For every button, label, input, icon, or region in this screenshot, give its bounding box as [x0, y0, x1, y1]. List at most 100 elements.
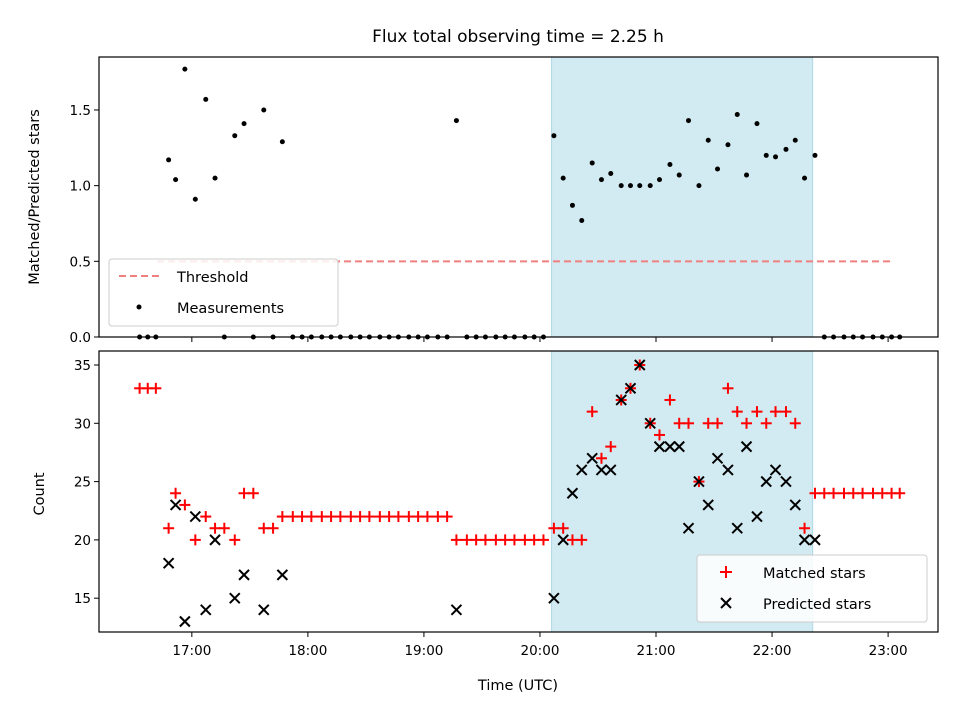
- bottom-x-tick-label: 23:00: [869, 643, 908, 659]
- predicted-star-point: [634, 359, 646, 371]
- matched-star-point: [799, 522, 811, 534]
- matched-star-point: [209, 522, 221, 534]
- predicted-star-point: [780, 475, 792, 488]
- measurement-point: [551, 133, 557, 139]
- matched-star-point: [828, 487, 840, 499]
- predicted-star-point: [258, 604, 270, 616]
- measurement-point: [802, 175, 808, 181]
- matched-star-point: [867, 487, 879, 499]
- predicted-star-point: [693, 475, 705, 488]
- matched-star-point: [363, 511, 375, 523]
- top-y-tick-label: 0.0: [70, 330, 91, 346]
- matched-star-point: [305, 511, 317, 523]
- matched-star-point: [441, 511, 453, 523]
- matched-star-point: [296, 511, 308, 523]
- measurement-point: [569, 202, 575, 208]
- matched-star-point: [683, 417, 695, 429]
- measurement-point: [192, 196, 198, 202]
- matched-star-point: [741, 417, 753, 429]
- matched-star-point: [576, 534, 588, 546]
- matched-star-point: [519, 534, 531, 546]
- predicted-star-point: [653, 440, 666, 453]
- predicted-star-point: [789, 499, 801, 511]
- measurement-point: [279, 139, 285, 145]
- predicted-star-point: [740, 440, 753, 453]
- measurement-point: [453, 118, 459, 124]
- predicted-star-point: [711, 452, 724, 464]
- matched-star-point: [876, 487, 888, 499]
- predicted-star-point: [664, 440, 676, 453]
- measurement-point: [579, 217, 585, 223]
- matched-star-point: [200, 511, 212, 523]
- measurement-point: [589, 160, 595, 166]
- matched-star-point: [789, 417, 801, 429]
- matched-star-point: [586, 406, 598, 418]
- matched-star-point: [566, 534, 578, 546]
- matched-star-point: [770, 406, 782, 418]
- measurement-point: [763, 152, 769, 158]
- matched-star-point: [150, 382, 162, 394]
- predicted-star-point: [586, 452, 598, 464]
- matched-star-point: [731, 406, 743, 418]
- top-y-axis-label: Matched/Predicted stars: [27, 109, 43, 285]
- measurement-point: [686, 118, 692, 124]
- bottom-x-tick-label: 18:00: [288, 643, 327, 659]
- matched-star-point: [258, 522, 270, 534]
- predicted-star-point: [751, 510, 763, 523]
- top-y-tick-label: 1.0: [70, 179, 91, 195]
- matched-star-point: [238, 487, 250, 499]
- matched-star-point: [809, 487, 821, 499]
- predicted-star-point: [200, 604, 212, 616]
- predicted-star-point: [702, 499, 714, 511]
- measurement-point: [608, 171, 614, 177]
- matched-star-point: [412, 511, 424, 523]
- matched-star-point: [605, 441, 617, 453]
- measurement-point: [754, 121, 760, 127]
- predicted-star-point: [229, 592, 241, 604]
- measurement-point: [656, 177, 662, 183]
- predicted-star-point: [557, 534, 569, 546]
- measurement-point: [696, 183, 702, 189]
- legend-measurements-label: Measurements: [177, 301, 284, 317]
- measurement-point: [241, 121, 247, 127]
- predicted-star-point: [450, 604, 463, 616]
- top-panel: 0.0 0.5 1.0 1.5 Flux total observing time =…: [27, 27, 939, 346]
- predicted-star-point: [238, 569, 250, 581]
- top-legend: Threshold Measurements: [108, 258, 339, 327]
- predicted-star-point: [162, 557, 175, 569]
- matched-star-point: [653, 429, 665, 441]
- bottom-x-tick-label: 22:00: [753, 643, 792, 659]
- measurement-point: [598, 177, 604, 183]
- measurement-point: [725, 142, 731, 148]
- matched-star-point: [374, 511, 386, 523]
- matched-star-point: [760, 417, 772, 429]
- measurement-point: [812, 152, 818, 158]
- bottom-panel: 15 20 25 30 35 17:00 18:00 19:00 20:00 21:00 22:0…: [32, 350, 939, 694]
- predicted-star-point: [682, 522, 695, 534]
- measurement-point: [203, 96, 209, 102]
- matched-star-point: [490, 534, 502, 546]
- matched-star-point: [751, 406, 763, 418]
- measurement-point: [744, 172, 750, 178]
- bottom-y-tick-label: 30: [74, 416, 91, 432]
- legend-matched-swatch: [720, 566, 732, 578]
- matched-star-point: [179, 499, 191, 511]
- measurement-point: [212, 175, 218, 181]
- legend-predicted-label: Predicted stars: [763, 597, 871, 613]
- matched-star-point: [229, 534, 241, 546]
- matched-star-point: [450, 534, 462, 546]
- measurement-point: [676, 172, 682, 178]
- matched-star-point: [595, 452, 607, 464]
- measurement-point: [667, 161, 673, 167]
- measurement-point: [232, 133, 238, 139]
- matched-star-point: [383, 511, 395, 523]
- predicted-star-point: [644, 417, 656, 429]
- measurement-point: [647, 183, 653, 189]
- predicted-star-point: [179, 615, 191, 628]
- matched-star-point: [664, 394, 676, 406]
- bottom-legend-box: [696, 554, 928, 623]
- matched-star-point: [392, 511, 404, 523]
- matched-star-point: [267, 522, 279, 534]
- predicted-star-point: [731, 522, 743, 534]
